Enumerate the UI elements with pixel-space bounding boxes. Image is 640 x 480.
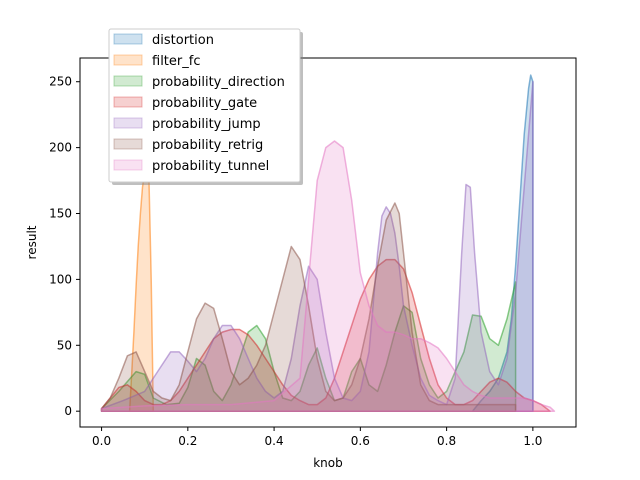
y-tick-label: 150	[49, 207, 72, 221]
x-tick-label: 1.0	[523, 434, 542, 448]
y-axis-label: result	[25, 225, 39, 259]
x-tick-label: 0.2	[178, 434, 197, 448]
legend-label-probability-jump: probability_jump	[152, 117, 261, 132]
legend-label-probability-direction: probability_direction	[152, 75, 285, 90]
series-area-probability-jump	[100, 80, 534, 412]
legend-label-distortion: distortion	[152, 33, 214, 48]
legend-swatch-probability-gate	[113, 96, 143, 108]
series-area-distortion	[471, 74, 534, 412]
legend-swatch-filter-fc	[113, 54, 143, 66]
x-tick-label: 0.6	[351, 434, 370, 448]
ticks-layer: 0.0 0.2 0.4 0.6 0.8 1.0 0 50 100 150 200 250	[49, 75, 542, 448]
series-area-probability-direction	[100, 281, 517, 412]
legend-label-probability-gate: probability_gate	[152, 96, 257, 111]
legend-label-probability-tunnel: probability_tunnel	[152, 159, 269, 174]
y-tick-label: 100	[49, 272, 72, 286]
legend-label-filter-fc: filter_fc	[152, 54, 200, 69]
plot-frame	[79, 57, 577, 428]
legend-swatch-probability-direction	[113, 75, 143, 87]
x-axis-label: knob	[313, 456, 343, 470]
x-tick-label: 0.8	[437, 434, 456, 448]
legend-swatch-probability-jump	[113, 117, 143, 129]
series-layer	[100, 74, 556, 412]
legend: distortion filter_fc probability_direction…	[108, 28, 303, 185]
legend-swatch-probability-retrig	[113, 138, 143, 150]
y-tick-label: 200	[49, 141, 72, 155]
y-tick-label: 50	[57, 338, 72, 352]
legend-swatch-probability-tunnel	[113, 159, 143, 171]
legend-label-probability-retrig: probability_retrig	[152, 138, 263, 153]
legend-box	[108, 28, 301, 183]
x-tick-label: 0.4	[265, 434, 284, 448]
legend-swatch-distortion	[113, 33, 143, 45]
y-tick-label: 0	[64, 404, 72, 418]
series-area-filter-fc	[128, 166, 155, 412]
series-area-probability-retrig	[100, 202, 517, 412]
series-area-probability-tunnel	[100, 140, 556, 412]
y-tick-label: 250	[49, 75, 72, 89]
x-tick-label: 0.0	[92, 434, 111, 448]
